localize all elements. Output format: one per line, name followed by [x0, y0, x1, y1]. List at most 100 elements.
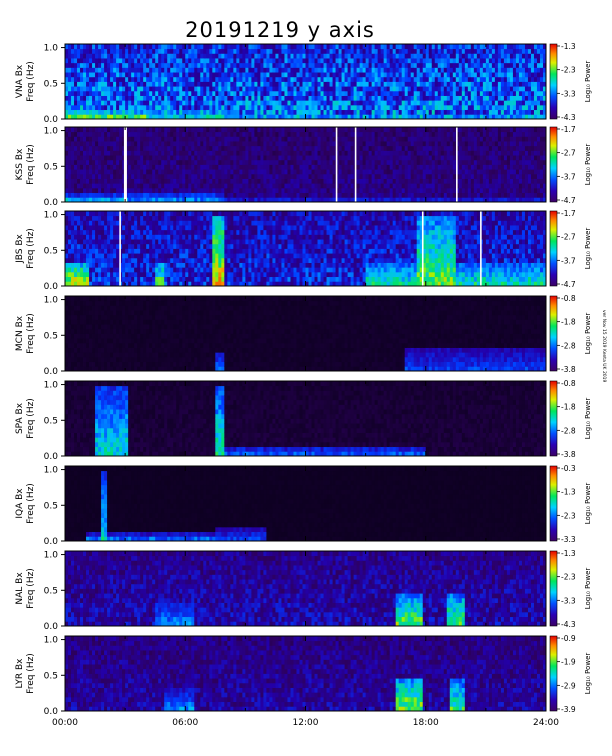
colorbar-label: Log₁₀ Power [584, 144, 592, 186]
colorbar [550, 636, 557, 711]
freq-axis-label: Freq (Hz) [26, 568, 36, 609]
colorbar-tick-label: -3.9 [561, 705, 576, 714]
y-tick-label: 0.0 [44, 198, 59, 208]
colorbar-tick-label: -1.8 [561, 403, 576, 412]
colorbar-tick-label: -1.3 [561, 549, 576, 558]
colorbar-tick-label: -2.3 [561, 573, 576, 582]
colorbar-tick-label: -4.3 [561, 620, 576, 629]
colorbar-tick-label: -0.8 [561, 294, 576, 303]
colorbar [550, 381, 557, 456]
y-tick-label: 0.5 [44, 586, 58, 596]
y-tick-label: 0.5 [44, 416, 58, 426]
spectrogram-cells [65, 211, 546, 286]
x-tick-label: 24:00 [533, 718, 559, 728]
station-label: KSS Bx [15, 148, 25, 180]
spectrogram-cells [65, 636, 546, 711]
colorbar-tick-label: -4.7 [561, 196, 576, 205]
colorbar-tick-label: -3.8 [561, 365, 576, 374]
y-tick-label: 0.0 [44, 622, 59, 632]
spectrogram-panel-6 [65, 551, 546, 626]
spectrogram-panel-3 [65, 296, 546, 371]
colorbar-label: Log₁₀ Power [584, 568, 592, 610]
y-tick-label: 1.0 [44, 44, 59, 54]
spectrogram-cells [65, 44, 546, 119]
y-tick-label: 0.0 [44, 452, 59, 462]
spectrogram-cells [65, 381, 546, 456]
y-tick-label: 0.0 [44, 367, 59, 377]
data-gap-line [355, 127, 357, 202]
colorbar-tick-label: -2.8 [561, 426, 576, 435]
colorbar-tick-label: -2.7 [561, 149, 576, 158]
freq-axis-label: Freq (Hz) [26, 144, 36, 185]
station-label: JBS Bx [15, 233, 25, 263]
spectrogram-panel-2 [65, 211, 546, 286]
data-gap-line [124, 127, 126, 202]
colorbar-tick-label: -1.8 [561, 318, 576, 327]
data-gap-line [125, 127, 127, 202]
y-tick-label: 0.0 [44, 115, 59, 125]
colorbar-tick-label: -2.8 [561, 341, 576, 350]
y-tick-label: 1.0 [44, 466, 59, 476]
y-tick-label: 1.0 [44, 551, 59, 561]
colorbar-tick-label: -3.8 [561, 450, 576, 459]
data-gap-line [422, 211, 424, 286]
y-tick-label: 0.5 [44, 79, 58, 89]
spectrogram-panel-7 [65, 636, 546, 711]
station-label: NAL Bx [15, 572, 25, 605]
freq-axis-label: Freq (Hz) [26, 313, 36, 354]
freq-axis-label: Freq (Hz) [26, 398, 36, 439]
y-tick-label: 0.0 [44, 707, 59, 717]
data-gap-line [480, 211, 482, 286]
colorbar-label: Log₁₀ Power [584, 228, 592, 270]
y-tick-label: 0.5 [44, 331, 58, 341]
colorbar-tick-label: -0.9 [561, 634, 576, 643]
colorbar-label: Log₁₀ Power [584, 398, 592, 440]
station-label: VNA Bx [15, 64, 25, 98]
colorbar-tick-label: -2.3 [561, 66, 576, 75]
station-label: SPA Bx [15, 402, 25, 434]
colorbar-tick-label: -0.3 [561, 464, 576, 473]
colorbar-tick-label: -4.7 [561, 280, 576, 289]
station-label: IQA Bx [15, 488, 25, 519]
spectrogram-panel-0 [65, 44, 546, 119]
y-tick-label: 0.5 [44, 162, 58, 172]
y-tick-label: 0.5 [44, 671, 58, 681]
freq-axis-label: Freq (Hz) [26, 228, 36, 269]
colorbar-label: Log₁₀ Power [584, 313, 592, 355]
y-tick-label: 1.0 [44, 381, 59, 391]
colorbar-tick-label: -3.3 [561, 535, 576, 544]
data-gap-line [336, 127, 338, 202]
y-tick-label: 1.0 [44, 127, 59, 137]
y-tick-label: 0.5 [44, 501, 58, 511]
station-label: LYR Bx [15, 658, 25, 689]
colorbar-label: Log₁₀ Power [584, 653, 592, 695]
colorbar-tick-label: -2.3 [561, 511, 576, 520]
y-tick-label: 1.0 [44, 296, 59, 306]
colorbar [550, 211, 557, 286]
colorbar [550, 466, 557, 541]
spectrogram-cells [65, 551, 546, 626]
colorbar-tick-label: -1.3 [561, 488, 576, 497]
colorbar [550, 296, 557, 371]
y-tick-label: 1.0 [44, 636, 59, 646]
colorbar-label: Log₁₀ Power [584, 483, 592, 525]
colorbar-tick-label: -3.3 [561, 89, 576, 98]
spectrogram-cells [65, 127, 546, 202]
colorbar-tick-label: -3.7 [561, 256, 576, 265]
y-tick-label: 1.0 [44, 211, 59, 221]
y-tick-label: 0.5 [44, 246, 58, 256]
colorbar [550, 44, 557, 119]
colorbar-label: Log₁₀ Power [584, 61, 592, 103]
freq-axis-label: Freq (Hz) [26, 61, 36, 102]
spectrogram-cells [65, 296, 546, 371]
colorbar-tick-label: -2.9 [561, 681, 576, 690]
colorbar-tick-label: -4.3 [561, 113, 576, 122]
colorbar-tick-label: -2.7 [561, 233, 576, 242]
colorbar-tick-label: -3.3 [561, 596, 576, 605]
spectrogram-panel-5 [65, 466, 546, 541]
y-tick-label: 0.0 [44, 282, 59, 292]
colorbar-tick-label: -1.3 [561, 42, 576, 51]
data-gap-line [456, 127, 458, 202]
colorbar-tick-label: -1.7 [561, 125, 576, 134]
